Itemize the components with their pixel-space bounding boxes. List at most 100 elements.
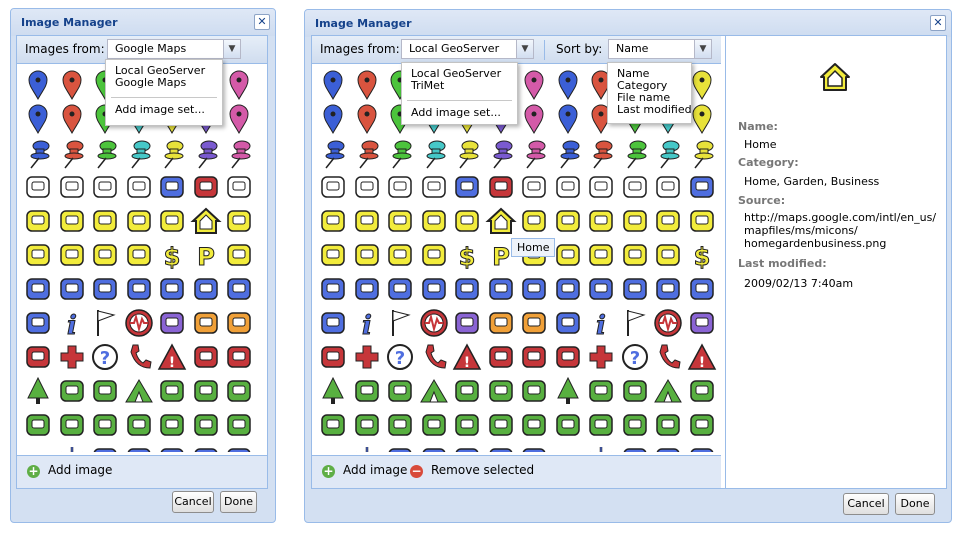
theater-icon[interactable] [155, 204, 189, 238]
tree-icon[interactable] [551, 374, 585, 408]
tram-icon[interactable] [685, 170, 719, 204]
parking-icon[interactable]: P [189, 238, 223, 272]
grocery-icon[interactable] [618, 204, 652, 238]
subway-icon[interactable] [21, 306, 55, 340]
dropdown-option-local-geoserver[interactable]: Local GeoServer [115, 64, 206, 77]
phone-icon[interactable] [122, 340, 156, 374]
add-image-button[interactable]: + Add image [27, 463, 112, 478]
plane-icon[interactable] [685, 272, 719, 306]
pink-marker-icon[interactable] [222, 102, 256, 136]
rail-icon[interactable] [122, 272, 156, 306]
sailing-icon[interactable] [155, 442, 189, 452]
red-pushpin-icon[interactable] [350, 136, 384, 170]
mechanic-icon[interactable] [316, 238, 350, 272]
picnic-icon[interactable] [618, 374, 652, 408]
ferry-icon[interactable] [484, 272, 518, 306]
red-marker-icon[interactable] [55, 68, 89, 102]
snack-icon[interactable] [651, 170, 685, 204]
info-icon[interactable]: i [584, 306, 618, 342]
red-pushpin-icon[interactable] [584, 136, 618, 170]
camera-icon[interactable] [517, 340, 551, 374]
tree-icon[interactable] [21, 374, 55, 408]
camera-icon[interactable] [222, 340, 256, 374]
home-icon[interactable] [484, 204, 518, 238]
motorcycling-icon[interactable] [88, 408, 122, 442]
sunny-icon[interactable] [55, 238, 89, 272]
phone-icon[interactable] [651, 340, 685, 374]
caution-icon[interactable]: ! [685, 340, 719, 374]
firedept-icon[interactable] [316, 340, 350, 374]
fishing-icon[interactable] [417, 442, 451, 452]
flag-icon[interactable] [88, 306, 122, 340]
red-marker-icon[interactable] [350, 68, 384, 102]
yellow-pushpin-icon[interactable] [155, 136, 189, 170]
sort-option-last-modified[interactable]: Last modified [617, 103, 692, 116]
picnic-icon[interactable] [383, 374, 417, 408]
bus-icon[interactable] [55, 272, 89, 306]
thermometer-icon[interactable] [122, 238, 156, 272]
dollar-icon[interactable]: $ [685, 238, 719, 272]
sort-option-file-name[interactable]: File name [617, 91, 671, 104]
golf-icon[interactable] [189, 408, 223, 442]
ranger-station-icon[interactable] [450, 374, 484, 408]
tv-icon[interactable] [222, 204, 256, 238]
sportsvenue-icon[interactable] [450, 408, 484, 442]
blue-marker-icon[interactable] [551, 68, 585, 102]
hiker-icon[interactable] [551, 408, 585, 442]
water-icon[interactable] [316, 442, 350, 452]
pink-pushpin-icon[interactable] [517, 136, 551, 170]
cab-icon[interactable] [21, 272, 55, 306]
pink-pushpin-icon[interactable] [222, 136, 256, 170]
caution-icon[interactable]: ! [450, 340, 484, 374]
yellow-marker-icon[interactable] [685, 68, 719, 102]
snack-icon[interactable] [417, 170, 451, 204]
dollar-icon[interactable]: $ [155, 238, 189, 272]
toilets-icon[interactable] [189, 374, 223, 408]
snowflake-icon[interactable] [55, 442, 89, 452]
images-from-combo[interactable]: Google Maps ▼ [107, 39, 241, 59]
ranger-station-icon[interactable] [155, 374, 189, 408]
sort-option-name[interactable]: Name [617, 67, 650, 80]
coffee-icon[interactable] [55, 170, 89, 204]
bar-icon[interactable] [383, 170, 417, 204]
fallingrocks-icon[interactable] [189, 340, 223, 374]
home-icon[interactable] [189, 204, 223, 238]
red-marker-icon[interactable] [55, 102, 89, 136]
truck-icon[interactable] [618, 272, 652, 306]
water-icon[interactable] [551, 442, 585, 452]
sportsvenue-icon[interactable] [685, 408, 719, 442]
basket-icon[interactable] [651, 204, 685, 238]
thermometer-icon[interactable] [417, 238, 451, 272]
flag-icon[interactable] [383, 306, 417, 340]
bus-icon[interactable] [584, 272, 618, 306]
police-icon[interactable] [517, 306, 551, 340]
red-pushpin-icon[interactable] [55, 136, 89, 170]
fishing-icon[interactable] [122, 442, 156, 452]
green-pushpin-icon[interactable] [618, 136, 652, 170]
theater-icon[interactable] [685, 204, 719, 238]
sort-option-category[interactable]: Category [617, 79, 668, 92]
campfire-icon[interactable] [350, 374, 384, 408]
shopping-icon[interactable] [316, 204, 350, 238]
tram2-icon[interactable] [517, 442, 551, 452]
helicopter-icon[interactable] [517, 272, 551, 306]
bar-icon[interactable] [88, 170, 122, 204]
snowflake-icon[interactable] [584, 442, 618, 452]
subway-icon[interactable] [316, 306, 350, 340]
campfire-icon[interactable] [584, 374, 618, 408]
phone-icon[interactable] [417, 340, 451, 374]
campground-icon[interactable] [651, 374, 685, 408]
snack-icon[interactable] [122, 170, 156, 204]
realestate-icon[interactable] [383, 238, 417, 272]
purple-pushpin-icon[interactable] [189, 136, 223, 170]
realestate-icon[interactable] [618, 238, 652, 272]
shopping-icon[interactable] [551, 204, 585, 238]
grocery-icon[interactable] [383, 204, 417, 238]
flag-icon[interactable] [618, 306, 652, 340]
motorcycling-icon[interactable] [383, 408, 417, 442]
trail-icon[interactable] [517, 408, 551, 442]
horseback-icon[interactable] [651, 408, 685, 442]
yellow-pushpin-icon[interactable] [450, 136, 484, 170]
images-from-combo[interactable]: Local GeoServer ▼ [401, 39, 534, 59]
marina-icon[interactable] [383, 442, 417, 452]
